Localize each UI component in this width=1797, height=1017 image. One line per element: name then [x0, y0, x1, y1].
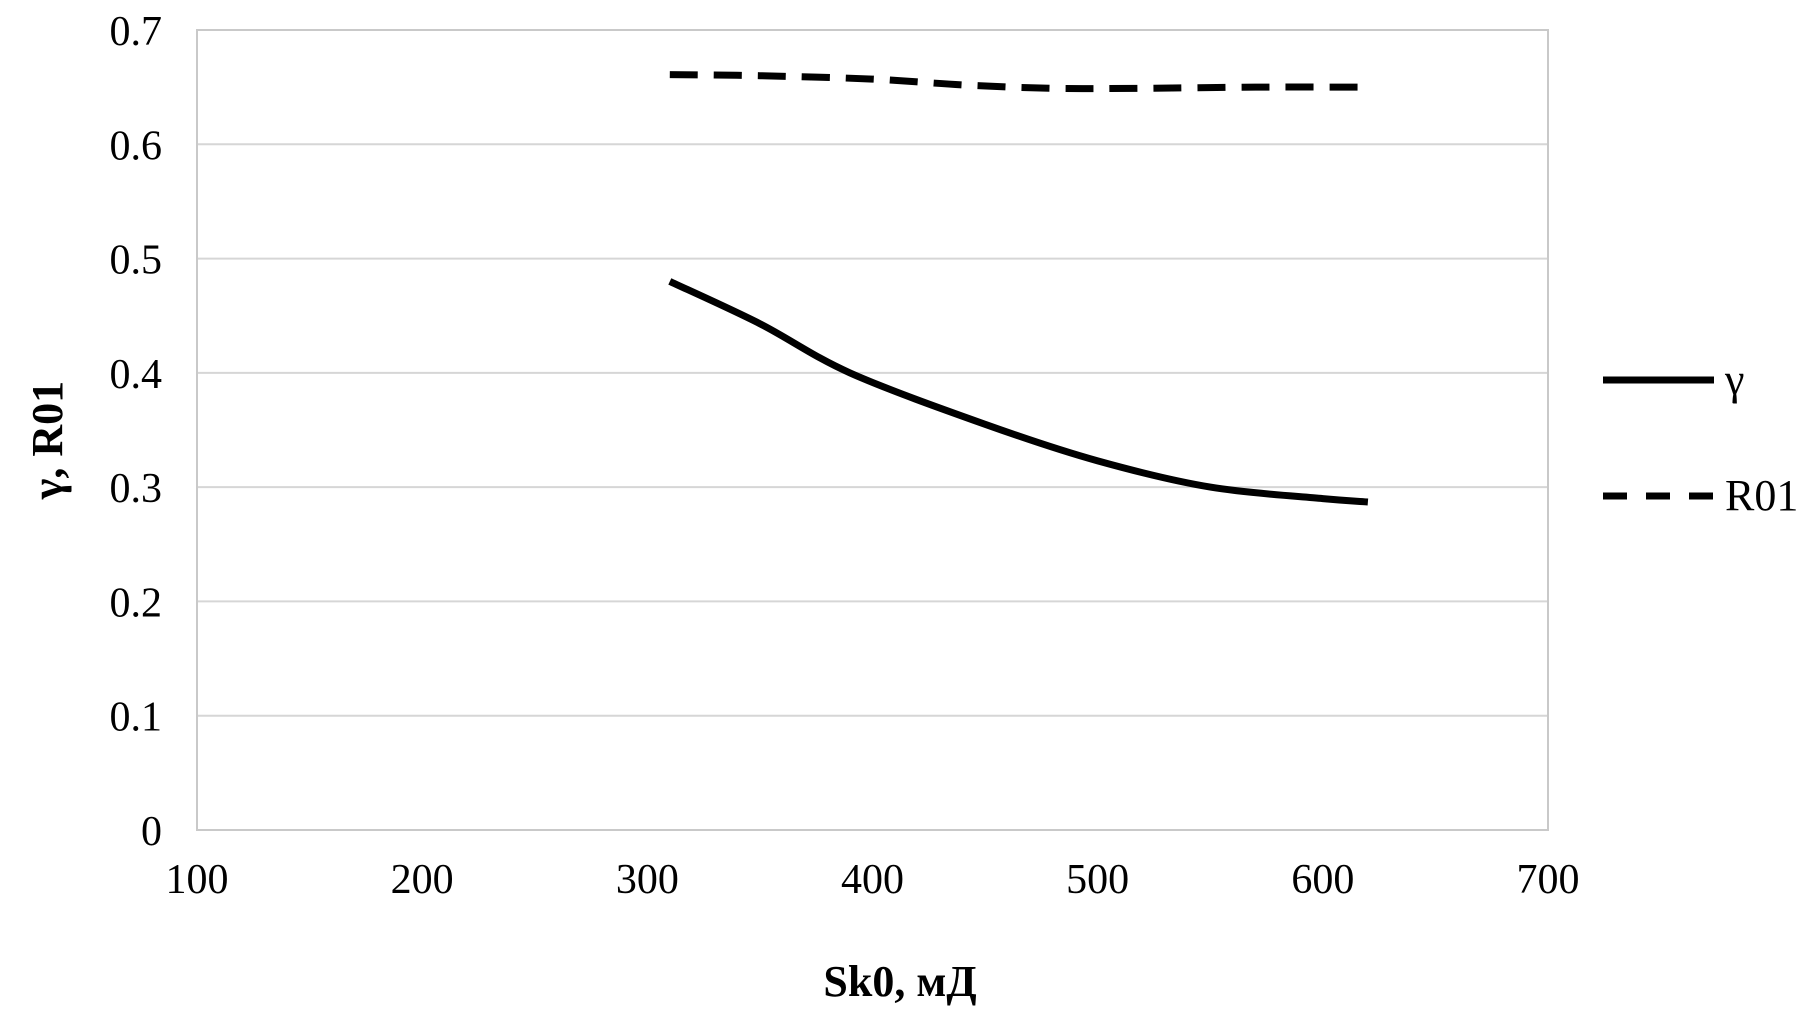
- y-tick-label: 0.1: [110, 695, 163, 741]
- x-axis-title: Sk0, мД: [823, 957, 977, 1006]
- y-tick-label: 0: [141, 809, 162, 855]
- legend-item-gamma: γ: [1601, 352, 1797, 408]
- dashed-line-icon: [1603, 492, 1714, 500]
- y-tick-label: 0.6: [110, 123, 163, 169]
- x-tick-label: 700: [1517, 857, 1580, 903]
- x-tick-label: 100: [166, 857, 229, 903]
- y-tick-label: 0.5: [110, 238, 163, 284]
- series-line-r01: [669, 71, 1368, 93]
- x-tick-label: 500: [1066, 857, 1129, 903]
- legend-label-r01: R01: [1725, 471, 1797, 520]
- solid-line-icon: [1603, 376, 1714, 384]
- y-tick-label: 0.3: [110, 466, 163, 512]
- plot-border: [196, 29, 1549, 831]
- legend-item-r01: R01: [1601, 468, 1797, 524]
- x-tick-label: 600: [1291, 857, 1354, 903]
- x-tick-label: 300: [616, 857, 679, 903]
- y-tick-label: 0.2: [110, 580, 163, 626]
- y-tick-label: 0.7: [110, 9, 163, 55]
- series-line-gamma: [668, 278, 1369, 506]
- x-tick-label: 400: [841, 857, 904, 903]
- y-axis-title: γ, R01: [23, 380, 72, 500]
- legend: γ R01: [1601, 352, 1797, 584]
- y-tick-label: 0.4: [110, 352, 163, 398]
- x-tick-label: 200: [391, 857, 454, 903]
- legend-label-gamma: γ: [1725, 355, 1745, 404]
